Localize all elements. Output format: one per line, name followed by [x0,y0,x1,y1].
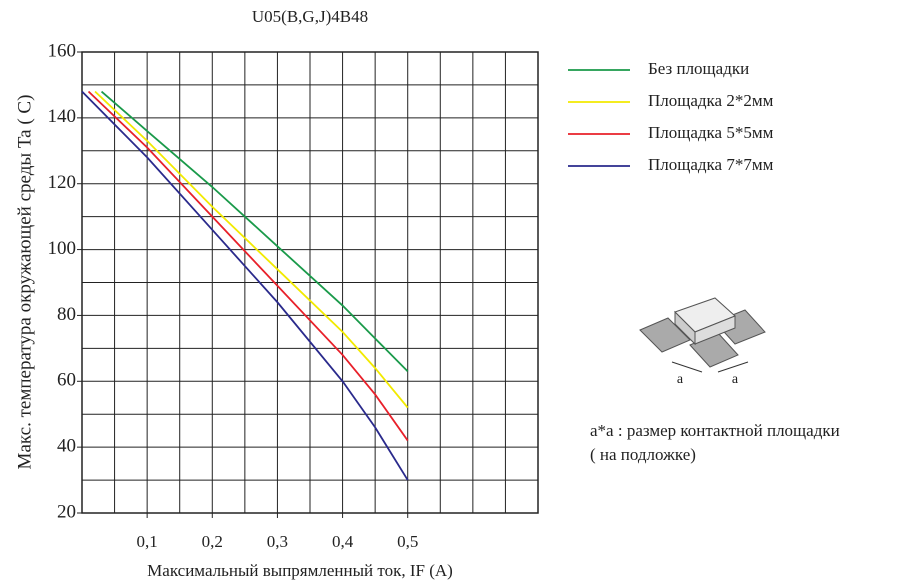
x-tick-label: 0,1 [137,532,158,551]
x-tick-label: 0,3 [267,532,288,551]
x-tick-label: 0,4 [332,532,354,551]
inset-label: a [732,372,739,387]
y-tick-label: 40 [57,436,76,457]
y-tick-label: 20 [57,501,76,522]
series-line [87,90,409,442]
y-tick-label: 80 [57,304,76,325]
inset-label: a [677,372,684,387]
y-tick-label: 100 [48,238,77,259]
chart-title: U05(B,G,J)4B48 [252,7,368,26]
inset-diagram [639,297,766,373]
series-line [100,90,409,373]
x-tick-label: 0,5 [397,532,418,551]
x-tick-label: 0,2 [202,532,223,551]
y-tick-label: 160 [48,40,77,61]
legend-label: Без площадки [648,59,749,78]
plot-frame [81,51,539,514]
y-tick-label: 140 [48,106,77,127]
series-line [81,90,409,481]
inset-caption: a*a : размер контактной площадки [590,421,840,440]
legend-label: Площадка 2*2мм [648,91,774,110]
series-line [94,90,409,409]
y-tick-label: 60 [57,370,76,391]
y-tick-label: 120 [48,172,77,193]
x-axis-label: Максимальный выпрямленный ток, IF (A) [147,561,453,580]
inset-caption: ( на подложке) [590,445,696,464]
legend-label: Площадка 5*5мм [648,123,774,142]
y-axis-label: Макс. температура окружающей среды Ta ( … [14,95,35,470]
legend-label: Площадка 7*7мм [648,155,774,174]
